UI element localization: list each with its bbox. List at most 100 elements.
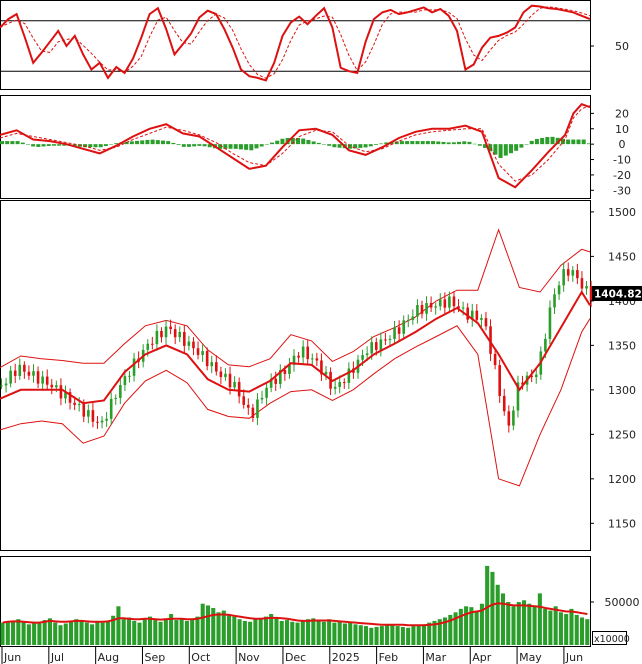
volume-bar — [37, 623, 42, 645]
x-label-1: Jul — [50, 651, 64, 664]
volume-bar — [237, 619, 242, 645]
volume-bar — [527, 603, 532, 645]
candle-body — [370, 342, 374, 354]
candle-body — [507, 411, 511, 426]
macd-histogram-bar — [498, 144, 503, 158]
macd-histogram-bar — [581, 139, 586, 145]
x-label-3: Sep — [144, 651, 165, 664]
macd-histogram-bar — [218, 144, 223, 149]
candle-body — [27, 371, 31, 376]
macd-histogram-bar — [36, 144, 41, 147]
volume-bar — [369, 627, 374, 645]
macd-histogram-bar — [186, 144, 191, 147]
x-label-7: 2025 — [332, 651, 360, 664]
price-y-label-1450: 1450 — [608, 250, 636, 263]
macd-histogram-bar — [223, 144, 228, 149]
macd-histogram-bar — [576, 139, 581, 145]
candle-body — [438, 299, 442, 307]
macd-histogram-bar — [238, 144, 243, 150]
volume-bar — [406, 627, 411, 645]
macd-histogram-bar — [415, 141, 420, 145]
macd-histogram-bar — [571, 139, 576, 145]
price-panel — [0, 228, 593, 487]
volume-bar — [279, 620, 284, 645]
volume-bar — [274, 618, 279, 645]
price-panel-frame — [0, 200, 591, 551]
candle-body — [96, 421, 99, 423]
volume-bar — [116, 606, 121, 645]
last-price-tag: 1404.820 — [592, 286, 642, 301]
candle-body — [297, 355, 300, 358]
volume-bar — [11, 620, 16, 645]
x-label-10: Apr — [472, 651, 492, 664]
macd-histogram-bar — [368, 144, 373, 147]
macd-histogram-bar — [31, 144, 36, 147]
candle-body — [448, 296, 451, 308]
volume-bar — [363, 626, 369, 645]
candle-body — [292, 355, 296, 365]
macd-histogram-bar — [155, 140, 160, 145]
macd-histogram-bar — [197, 144, 202, 146]
macd-histogram-bar — [161, 140, 166, 145]
candle-body — [18, 364, 22, 376]
macd-histogram-bar — [25, 144, 30, 145]
macd-histogram-bar — [306, 140, 311, 145]
volume-bar — [5, 621, 10, 645]
volume-y-label-50000: 50000 — [605, 596, 640, 609]
volume-bar — [306, 619, 311, 645]
candle-body — [576, 270, 579, 279]
candle-body — [406, 319, 410, 321]
candle-body — [306, 346, 310, 360]
candle-body — [333, 386, 337, 389]
volume-bar — [379, 626, 384, 645]
volume-bar — [211, 608, 216, 645]
volume-bar — [95, 621, 100, 645]
macd-histogram-bar — [555, 137, 560, 145]
price-y-label-1500: 1500 — [608, 206, 636, 219]
candle-body — [36, 371, 40, 384]
macd-histogram-bar — [72, 144, 77, 147]
candle-body — [388, 338, 392, 340]
candle-body — [151, 343, 154, 345]
candle-body — [265, 387, 268, 398]
volume-bar — [385, 625, 390, 645]
macd-histogram-bar — [5, 141, 10, 145]
volume-bar — [184, 620, 189, 645]
candle-body — [41, 376, 44, 384]
candle-body — [187, 341, 191, 346]
macd-histogram-bar — [441, 141, 446, 145]
volume-bar — [453, 612, 458, 645]
candle-body — [59, 385, 63, 399]
x-label-5: Nov — [238, 651, 260, 664]
volume-bar — [169, 614, 174, 645]
volume-bar — [485, 565, 490, 645]
candle-body — [256, 399, 259, 418]
macd-histogram-bar — [586, 143, 591, 145]
candle-body — [557, 285, 561, 295]
candle-body — [571, 270, 575, 276]
candle-body — [278, 370, 282, 384]
macd-histogram-bar — [270, 142, 275, 145]
candle-body — [338, 382, 342, 387]
volume-bar — [205, 605, 211, 645]
macd-histogram-bar — [192, 144, 197, 147]
volume-bar — [437, 619, 442, 645]
candle-body — [0, 385, 3, 387]
candle-body — [9, 370, 12, 384]
price-y-label-1250: 1250 — [608, 428, 636, 441]
macd-histogram-bar — [264, 144, 269, 145]
x-label-8: Feb — [379, 651, 398, 664]
volume-bar — [105, 620, 110, 645]
macd-histogram-bar — [254, 144, 259, 149]
macd-histogram-bar — [275, 140, 280, 145]
macd-histogram-bar — [431, 141, 436, 145]
macd-histogram-bar — [358, 144, 363, 148]
macd-histogram-bar — [457, 141, 462, 145]
macd-histogram-bar — [0, 141, 4, 145]
volume-bar — [558, 612, 563, 645]
candle-body — [173, 329, 177, 338]
macd-histogram-bar — [436, 141, 441, 145]
x-label-9: Mar — [425, 651, 446, 664]
x-label-12: Jun — [565, 651, 583, 664]
candle-body — [205, 351, 209, 367]
